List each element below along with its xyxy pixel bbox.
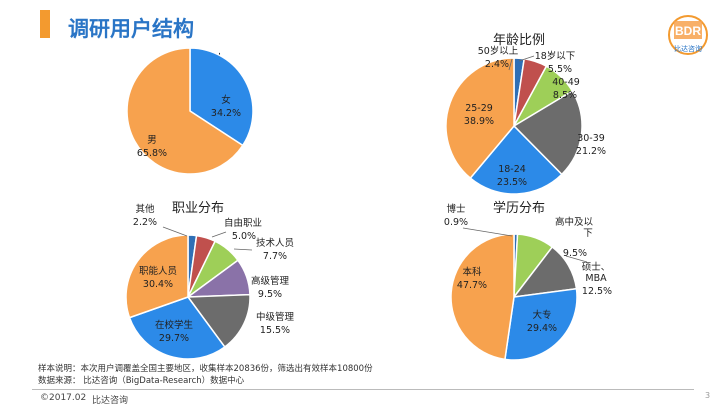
leader-line (462, 227, 513, 237)
slice-value: 2.2% (133, 217, 157, 228)
slice-value: 9.5% (258, 289, 282, 300)
leader-line (162, 226, 188, 237)
pie-slice (126, 47, 244, 175)
slice-label: 技术人员 (256, 237, 294, 249)
slice-value: 5.5% (548, 64, 572, 75)
footer-divider (32, 389, 694, 390)
slice-label: 硕士、 (582, 261, 611, 273)
pie-slice (186, 293, 251, 348)
source-note: 数据来源： 比达咨询（BigData-Research）数据中心 (38, 376, 245, 386)
bdr-logo: BDR 比达咨询 (668, 15, 708, 55)
slice-value: 47.7% (457, 280, 487, 291)
slice-label: 男 (147, 135, 157, 146)
slice-label: 在校学生 (155, 319, 194, 331)
slice-value: 30.4% (143, 279, 173, 290)
slice-label: 30-39 (577, 133, 605, 144)
slice-value: 9.5% (563, 248, 587, 259)
slice-label: 18-24 (498, 164, 526, 175)
slice-label: 自由职业 (224, 217, 262, 229)
chart-title: 学历分布 (493, 200, 545, 216)
slice-value: 29.7% (159, 333, 189, 344)
slice-label: 18岁以下 (535, 50, 576, 62)
slice-value: 12.5% (582, 286, 612, 297)
slice-label: 女 (221, 94, 231, 106)
leader-line (565, 255, 588, 263)
pie-slice (469, 124, 563, 195)
slice-value: 29.4% (527, 323, 557, 334)
sample-note: 样本说明：本次用户调覆盖全国主要地区，收集样本20836份，筛选出有效样本108… (38, 364, 373, 374)
slice-label: 中级管理 (256, 311, 295, 323)
pie-slice (450, 233, 515, 361)
pie-slice (125, 234, 189, 319)
slice-label: 25-29 (465, 103, 493, 114)
slice-value: 21.2% (576, 146, 606, 157)
slice-label: 高中及以 (555, 216, 594, 228)
slice-label: MBA (585, 273, 607, 284)
page-title: 调研用户结构 (68, 17, 194, 41)
leader-line (508, 58, 513, 71)
leader-line (518, 55, 535, 62)
pie-slice (512, 89, 583, 176)
footer-copyright: ©2017.02 (40, 393, 87, 403)
pie-slice (128, 296, 226, 360)
slice-value: 7.7% (263, 251, 287, 262)
slice-label: 职能人员 (139, 265, 177, 277)
leader-line (211, 231, 227, 238)
slice-value: 34.2% (211, 108, 241, 119)
title-accent-bar (40, 10, 50, 38)
logo-ring (668, 15, 708, 55)
slice-label: 本科 (462, 266, 482, 278)
slice-label: 高级管理 (251, 275, 290, 287)
leader-line (233, 248, 253, 251)
slice-value: 65.8% (137, 148, 167, 159)
slice-value: 23.5% (497, 177, 527, 188)
slice-label: 下 (583, 228, 593, 239)
logo-text: BDR (675, 24, 701, 38)
slice-label: 50岁以上 (478, 45, 519, 57)
footer-brand: 比达咨询 (92, 396, 129, 406)
page-number: 3 (705, 391, 711, 400)
slice-label: 博士 (446, 203, 466, 215)
chart-title: 年龄比例 (493, 33, 545, 48)
pie-slice (445, 57, 515, 180)
slice-value: 8.5% (553, 90, 577, 101)
slice-value: 15.5% (260, 325, 290, 336)
slice-value: 5.0% (232, 231, 256, 242)
slice-label: 40-49 (552, 77, 580, 88)
slice-label: 大专 (532, 309, 551, 321)
slice-value: 0.9% (444, 217, 468, 228)
slice-label: 其他 (135, 203, 155, 215)
slice-value: 38.9% (464, 116, 494, 127)
chart-title: 职业分布 (172, 201, 224, 216)
slice-value: 2.4% (485, 59, 509, 70)
logo-subtext: 比达咨询 (674, 44, 702, 53)
pie-slice (504, 287, 578, 361)
